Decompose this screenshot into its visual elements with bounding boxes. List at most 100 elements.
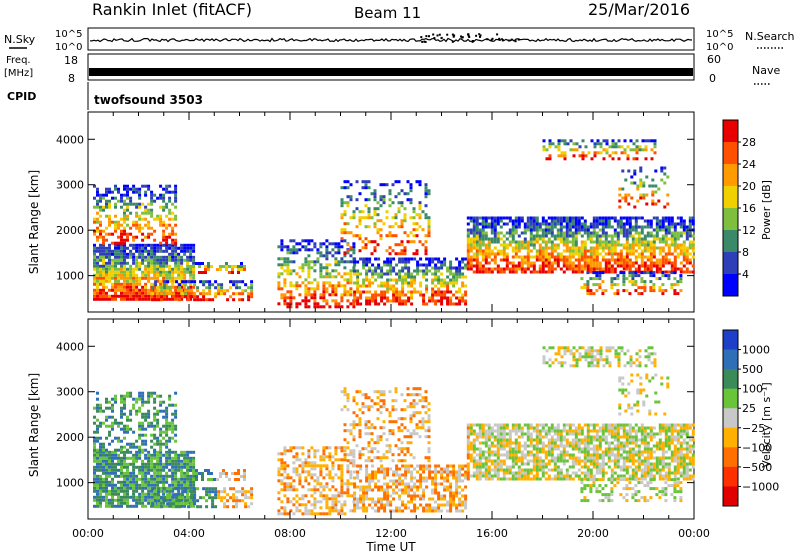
- echo-cell: [240, 475, 243, 478]
- echo-cell: [138, 261, 142, 265]
- echo-cell: [313, 473, 317, 477]
- echo-cell: [120, 480, 123, 484]
- echo-cell: [111, 297, 114, 301]
- echo-cell: [192, 285, 196, 289]
- echo-cell: [138, 214, 142, 218]
- echo-cell: [544, 246, 548, 250]
- echo-cell: [658, 258, 662, 262]
- echo-cell: [472, 252, 476, 256]
- echo-cell: [316, 281, 320, 285]
- echo-cell: [150, 462, 154, 466]
- echo-cell: [643, 219, 647, 223]
- echo-cell: [440, 467, 444, 471]
- echo-cell: [183, 285, 187, 289]
- echo-cell: [96, 279, 99, 283]
- echo-cell: [111, 483, 114, 487]
- echo-cell: [475, 237, 479, 241]
- echo-cell: [232, 280, 236, 284]
- echo-cell: [359, 293, 363, 297]
- echo-cell: [105, 276, 108, 280]
- echo-cell: [102, 208, 105, 212]
- echo-cell: [123, 279, 126, 283]
- echo-cell: [328, 455, 332, 459]
- echo-cell: [171, 430, 175, 434]
- nsearch-dot: [486, 38, 489, 41]
- echo-cell: [144, 267, 148, 271]
- echo-cell: [661, 289, 665, 293]
- power-ylabel: Slant Range [km]: [27, 170, 41, 274]
- echo-cell: [157, 289, 161, 293]
- echo-cell: [682, 264, 686, 268]
- echo-cell: [499, 258, 503, 262]
- echo-cell: [171, 456, 175, 460]
- echo-cell: [99, 267, 102, 271]
- echo-cell: [410, 497, 414, 501]
- echo-cell: [289, 305, 293, 309]
- echo-cell: [289, 299, 293, 303]
- echo-cell: [589, 289, 593, 293]
- echo-cell: [565, 231, 569, 235]
- echo-cell: [401, 293, 405, 297]
- echo-cell: [394, 234, 398, 238]
- echo-cell: [159, 468, 163, 472]
- echo-cell: [138, 391, 142, 395]
- echo-cell: [96, 273, 99, 277]
- echo-cell: [586, 271, 590, 275]
- echo-cell: [643, 267, 647, 271]
- echo-cell: [663, 172, 667, 176]
- echo-cell: [150, 214, 154, 218]
- echo-cell: [428, 464, 432, 468]
- echo-cell: [356, 503, 360, 507]
- echo-cell: [449, 470, 453, 474]
- echo-cell: [96, 217, 99, 221]
- echo-cell: [343, 449, 347, 453]
- echo-cell: [186, 249, 190, 253]
- echo-cell: [466, 240, 470, 244]
- echo-cell: [574, 240, 578, 244]
- echo-cell: [353, 257, 357, 261]
- echo-cell: [574, 264, 578, 268]
- echo-cell: [205, 286, 209, 290]
- echo-cell: [644, 139, 648, 143]
- echo-cell: [356, 269, 360, 273]
- echo-cell: [655, 246, 659, 250]
- echo-cell: [574, 252, 578, 256]
- echo-cell: [346, 479, 350, 483]
- echo-cell: [653, 145, 657, 149]
- echo-cell: [313, 269, 317, 273]
- echo-cell: [117, 276, 120, 280]
- echo-cell: [204, 271, 207, 274]
- echo-cell: [247, 496, 251, 500]
- echo-cell: [652, 289, 656, 293]
- echo-cell: [421, 210, 425, 214]
- echo-cell: [241, 289, 245, 293]
- echo-cell: [431, 290, 435, 294]
- echo-cell: [211, 283, 215, 287]
- echo-cell: [117, 246, 120, 250]
- echo-cell: [660, 169, 664, 173]
- echo-cell: [440, 284, 444, 288]
- echo-cell: [234, 472, 237, 475]
- echo-cell: [478, 246, 482, 250]
- echo-cell: [449, 278, 453, 282]
- echo-cell: [159, 477, 163, 481]
- echo-cell: [126, 468, 129, 472]
- echo-cell: [422, 467, 426, 471]
- echo-cell: [171, 412, 175, 416]
- echo-cell: [419, 263, 423, 267]
- echo-cell: [415, 234, 419, 238]
- echo-cell: [362, 494, 366, 498]
- echo-cell: [114, 214, 117, 218]
- echo-cell: [469, 219, 473, 223]
- echo-cell: [631, 228, 635, 232]
- echo-cell: [455, 257, 459, 261]
- echo-cell: [96, 249, 99, 253]
- echo-cell: [163, 499, 167, 503]
- echo-cell: [165, 184, 169, 188]
- echo-cell: [628, 246, 632, 250]
- echo-cell: [400, 243, 404, 247]
- echo-cell: [232, 496, 236, 500]
- echo-cell: [313, 302, 317, 306]
- echo-cell: [340, 506, 344, 510]
- echo-cell: [96, 391, 99, 395]
